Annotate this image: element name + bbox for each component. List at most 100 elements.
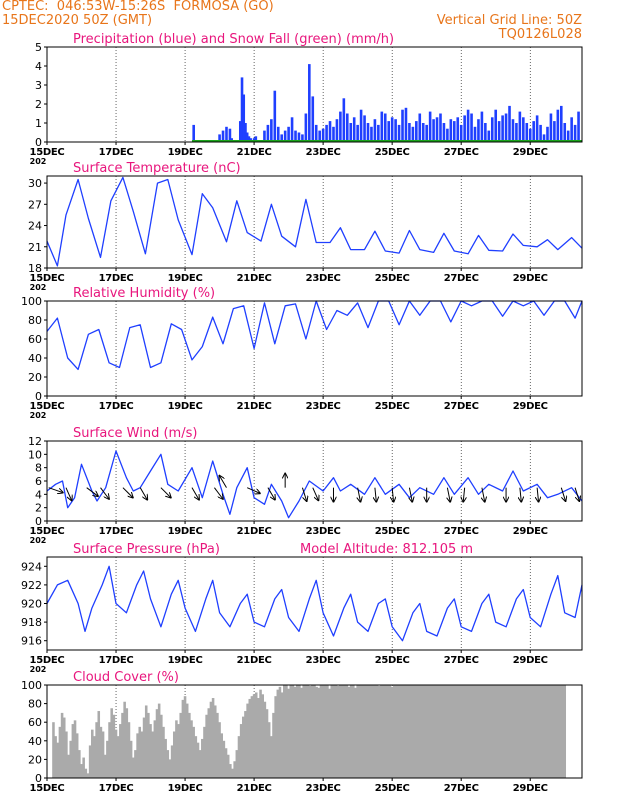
wind-arrow xyxy=(392,487,393,502)
x-year-stub: 202 xyxy=(30,157,47,166)
precip-bar xyxy=(380,111,384,142)
precip-bar xyxy=(363,115,366,142)
precip-bar xyxy=(390,117,394,142)
precip-bar xyxy=(504,113,508,142)
wind-arrow xyxy=(463,487,464,502)
precip-bar xyxy=(242,94,246,142)
cloud-bar xyxy=(246,703,249,778)
cloud-bar xyxy=(349,685,353,778)
y-tick-label: 40 xyxy=(28,352,42,365)
precip-bar xyxy=(290,117,294,142)
precip-bar xyxy=(339,111,342,142)
precip-bar xyxy=(238,121,242,142)
cloud-bar xyxy=(242,716,245,778)
x-tick-label: 29DEC xyxy=(513,526,548,537)
cloud-bar xyxy=(500,685,504,778)
cloud-bar xyxy=(332,685,336,778)
cloud-bar xyxy=(116,736,120,778)
x-tick-label: 15DEC xyxy=(30,655,65,666)
x-tick-label: 29DEC xyxy=(513,147,548,158)
precip-bar xyxy=(546,126,549,142)
cloud-bar xyxy=(71,724,75,778)
x-tick-label: 15DEC xyxy=(30,783,65,794)
cloud-bar xyxy=(550,685,554,778)
y-tick-label: 920 xyxy=(21,598,42,611)
y-tick-label: 0 xyxy=(35,515,42,528)
wind-arrow xyxy=(214,487,222,499)
cloud-bar xyxy=(470,685,474,778)
y-tick-label: 918 xyxy=(21,616,42,629)
cloud-bar xyxy=(438,685,441,778)
cloud-bar xyxy=(160,714,163,778)
x-tick-label: 17DEC xyxy=(99,273,134,284)
y-tick-label: 60 xyxy=(28,333,42,346)
cloud-bar xyxy=(188,712,191,778)
x-tick-label: 23DEC xyxy=(306,655,341,666)
cloud-bar xyxy=(157,703,161,778)
cloud-bar xyxy=(302,685,305,778)
precip-bar xyxy=(432,119,435,142)
precip-bar xyxy=(356,124,359,142)
cloud-bar xyxy=(427,685,431,778)
cloud-bar xyxy=(323,685,327,778)
x-tick-label: 29DEC xyxy=(513,783,548,794)
precip-bar xyxy=(539,124,542,142)
y-tick-label: 10 xyxy=(28,448,42,461)
cloud-bar xyxy=(403,685,407,778)
cloud-bar xyxy=(405,685,409,778)
cloud-bar xyxy=(170,745,174,778)
cloud-bar xyxy=(69,740,72,778)
cloud-bar xyxy=(367,685,370,778)
x-year-stub: 202 xyxy=(30,411,47,420)
precip-bar xyxy=(404,107,408,142)
cloud-bar xyxy=(339,685,342,778)
cloud-bar xyxy=(155,709,159,778)
panel-frame xyxy=(46,46,583,143)
precip-bar xyxy=(515,123,518,142)
cloud-bar xyxy=(278,686,282,778)
cloud-bar xyxy=(108,722,111,778)
cloud-bar xyxy=(185,703,189,778)
cloud-bar xyxy=(408,685,411,778)
cloud-bar xyxy=(93,736,96,778)
x-tick-label: 25DEC xyxy=(375,147,410,158)
x-tick-label: 29DEC xyxy=(513,655,548,666)
wind-arrow xyxy=(219,476,227,488)
cloud-bar xyxy=(487,685,491,778)
cloud-bar xyxy=(526,685,530,778)
cloud-bar xyxy=(315,686,318,778)
precip-bar xyxy=(366,123,370,142)
wind-arrow xyxy=(139,487,147,500)
x-tick-label: 29DEC xyxy=(513,273,548,284)
precip-bar xyxy=(345,113,349,142)
series-line xyxy=(46,450,583,519)
wind-arrow xyxy=(520,487,521,502)
wind-arrow xyxy=(65,487,72,501)
cloud-bar xyxy=(140,731,144,778)
cloud-bar xyxy=(263,701,267,778)
precip-bar xyxy=(247,136,251,142)
cloud-bar xyxy=(326,685,329,778)
cloud-bar xyxy=(483,685,487,778)
precip-bar xyxy=(511,119,515,142)
cloud-bar xyxy=(84,768,88,778)
x-tick-label: 17DEC xyxy=(99,783,134,794)
cloud-bar xyxy=(239,724,243,778)
cloud-bar xyxy=(205,714,208,778)
precip-bar xyxy=(494,109,498,142)
cloud-bar xyxy=(507,685,510,778)
precip-bar xyxy=(297,132,301,142)
cloud-bar xyxy=(99,726,103,778)
cloud-bar xyxy=(371,685,375,778)
y-tick-label: 922 xyxy=(21,579,42,592)
cloud-bar xyxy=(110,708,113,778)
cloud-bar xyxy=(218,722,221,778)
cloud-bar xyxy=(375,685,379,778)
cloud-bar xyxy=(149,724,152,778)
y-tick-label: 2 xyxy=(35,502,42,515)
cloud-bar xyxy=(306,685,310,778)
x-tick-label: 15DEC xyxy=(30,147,65,158)
cloud-bar xyxy=(75,733,79,778)
cloud-bar xyxy=(291,685,295,778)
panel-1 xyxy=(44,46,583,145)
